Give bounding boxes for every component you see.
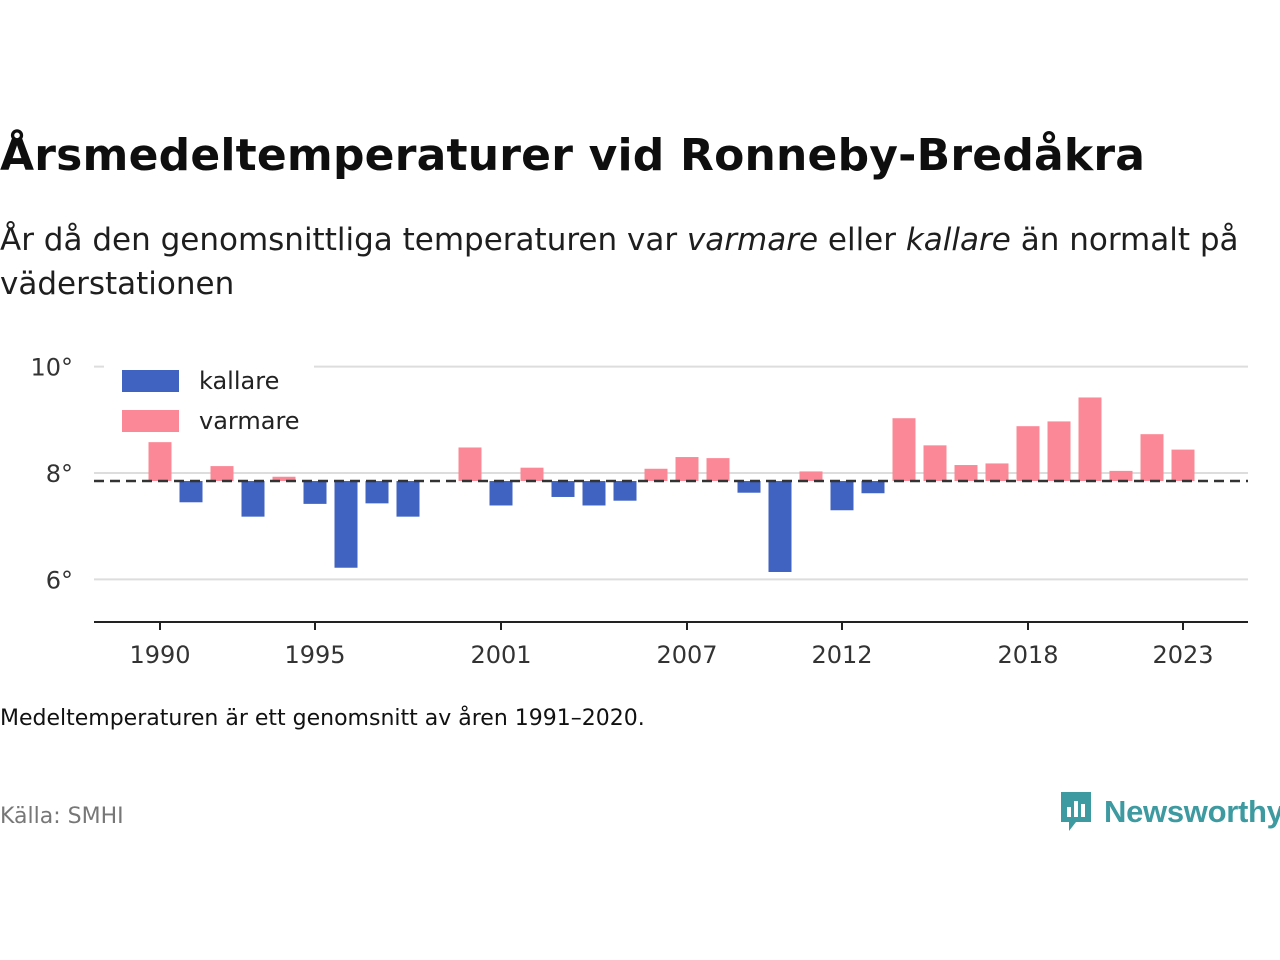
bar-2001: [489, 481, 513, 506]
bar-2007: [675, 457, 699, 481]
newsworthy-logo: Newsworthy: [1058, 790, 1280, 834]
bar-1994: [272, 476, 296, 481]
bar-2023: [1171, 449, 1195, 481]
bar-2002: [520, 467, 544, 481]
bar-2014: [892, 418, 916, 481]
bar-2010: [768, 481, 792, 572]
bar-2012: [830, 481, 854, 511]
legend: kallare varmare: [104, 362, 314, 442]
bar-2011: [799, 471, 823, 481]
y-axis-ticks: 6° 8° 10°: [30, 354, 73, 595]
bar-2021: [1109, 470, 1133, 481]
y-tick-label: 8°: [46, 460, 73, 488]
bar-1990: [148, 442, 172, 481]
source-credit: Källa: SMHI: [0, 804, 124, 829]
x-tick-label: 1990: [129, 641, 190, 669]
x-tick-label: 2023: [1152, 641, 1213, 669]
bar-2013: [861, 481, 885, 494]
warm-word: varmare: [686, 222, 819, 258]
x-axis-ticks: 1990 1995 2001 2007 2012 2018 2023: [129, 622, 1214, 669]
x-tick-label: 2012: [811, 641, 872, 669]
chart-title: Årsmedeltemperaturer vid Ronneby-Bredåkr…: [0, 130, 1146, 181]
bars: [148, 397, 1195, 572]
bar-1993: [241, 481, 265, 517]
bar-1998: [396, 481, 420, 517]
newsworthy-logo-icon: [1061, 792, 1091, 831]
bar-1991: [179, 481, 203, 503]
bar-2000: [458, 447, 482, 481]
x-tick-label: 1995: [284, 641, 345, 669]
bar-2005: [613, 481, 637, 501]
x-tick-label: 2018: [997, 641, 1058, 669]
bar-1996: [334, 481, 358, 568]
bar-1995: [303, 481, 327, 504]
brand-name: Newsworthy: [1104, 794, 1280, 829]
temperature-bar-chart: 6° 8° 10° 1990 1995 2001 2007 2012 2018 2023 kal…: [30, 354, 1248, 669]
bar-2006: [644, 468, 668, 481]
bar-1997: [365, 481, 389, 504]
bar-2003: [551, 481, 575, 497]
bar-2009: [737, 481, 761, 493]
bar-2016: [954, 465, 978, 481]
legend-swatch-cold: [122, 370, 179, 392]
legend-label-cold: kallare: [199, 367, 279, 395]
chart-subtitle: År då den genomsnittliga temperaturen va…: [0, 222, 1239, 302]
bar-2018: [1016, 426, 1040, 481]
footnote: Medeltemperaturen är ett genomsnitt av å…: [0, 706, 645, 731]
bar-2004: [582, 481, 606, 506]
cold-word: kallare: [905, 222, 1011, 258]
y-tick-label: 10°: [30, 354, 73, 382]
x-tick-label: 2007: [656, 641, 717, 669]
x-tick-label: 2001: [470, 641, 531, 669]
legend-label-warm: varmare: [199, 407, 300, 435]
bar-2017: [985, 463, 1009, 481]
bar-2019: [1047, 421, 1071, 481]
bar-1992: [210, 466, 234, 481]
bar-2008: [706, 458, 730, 481]
bar-2015: [923, 445, 947, 481]
y-tick-label: 6°: [46, 566, 73, 594]
legend-swatch-warm: [122, 410, 179, 432]
bar-2022: [1140, 434, 1164, 481]
bar-2020: [1078, 397, 1102, 481]
